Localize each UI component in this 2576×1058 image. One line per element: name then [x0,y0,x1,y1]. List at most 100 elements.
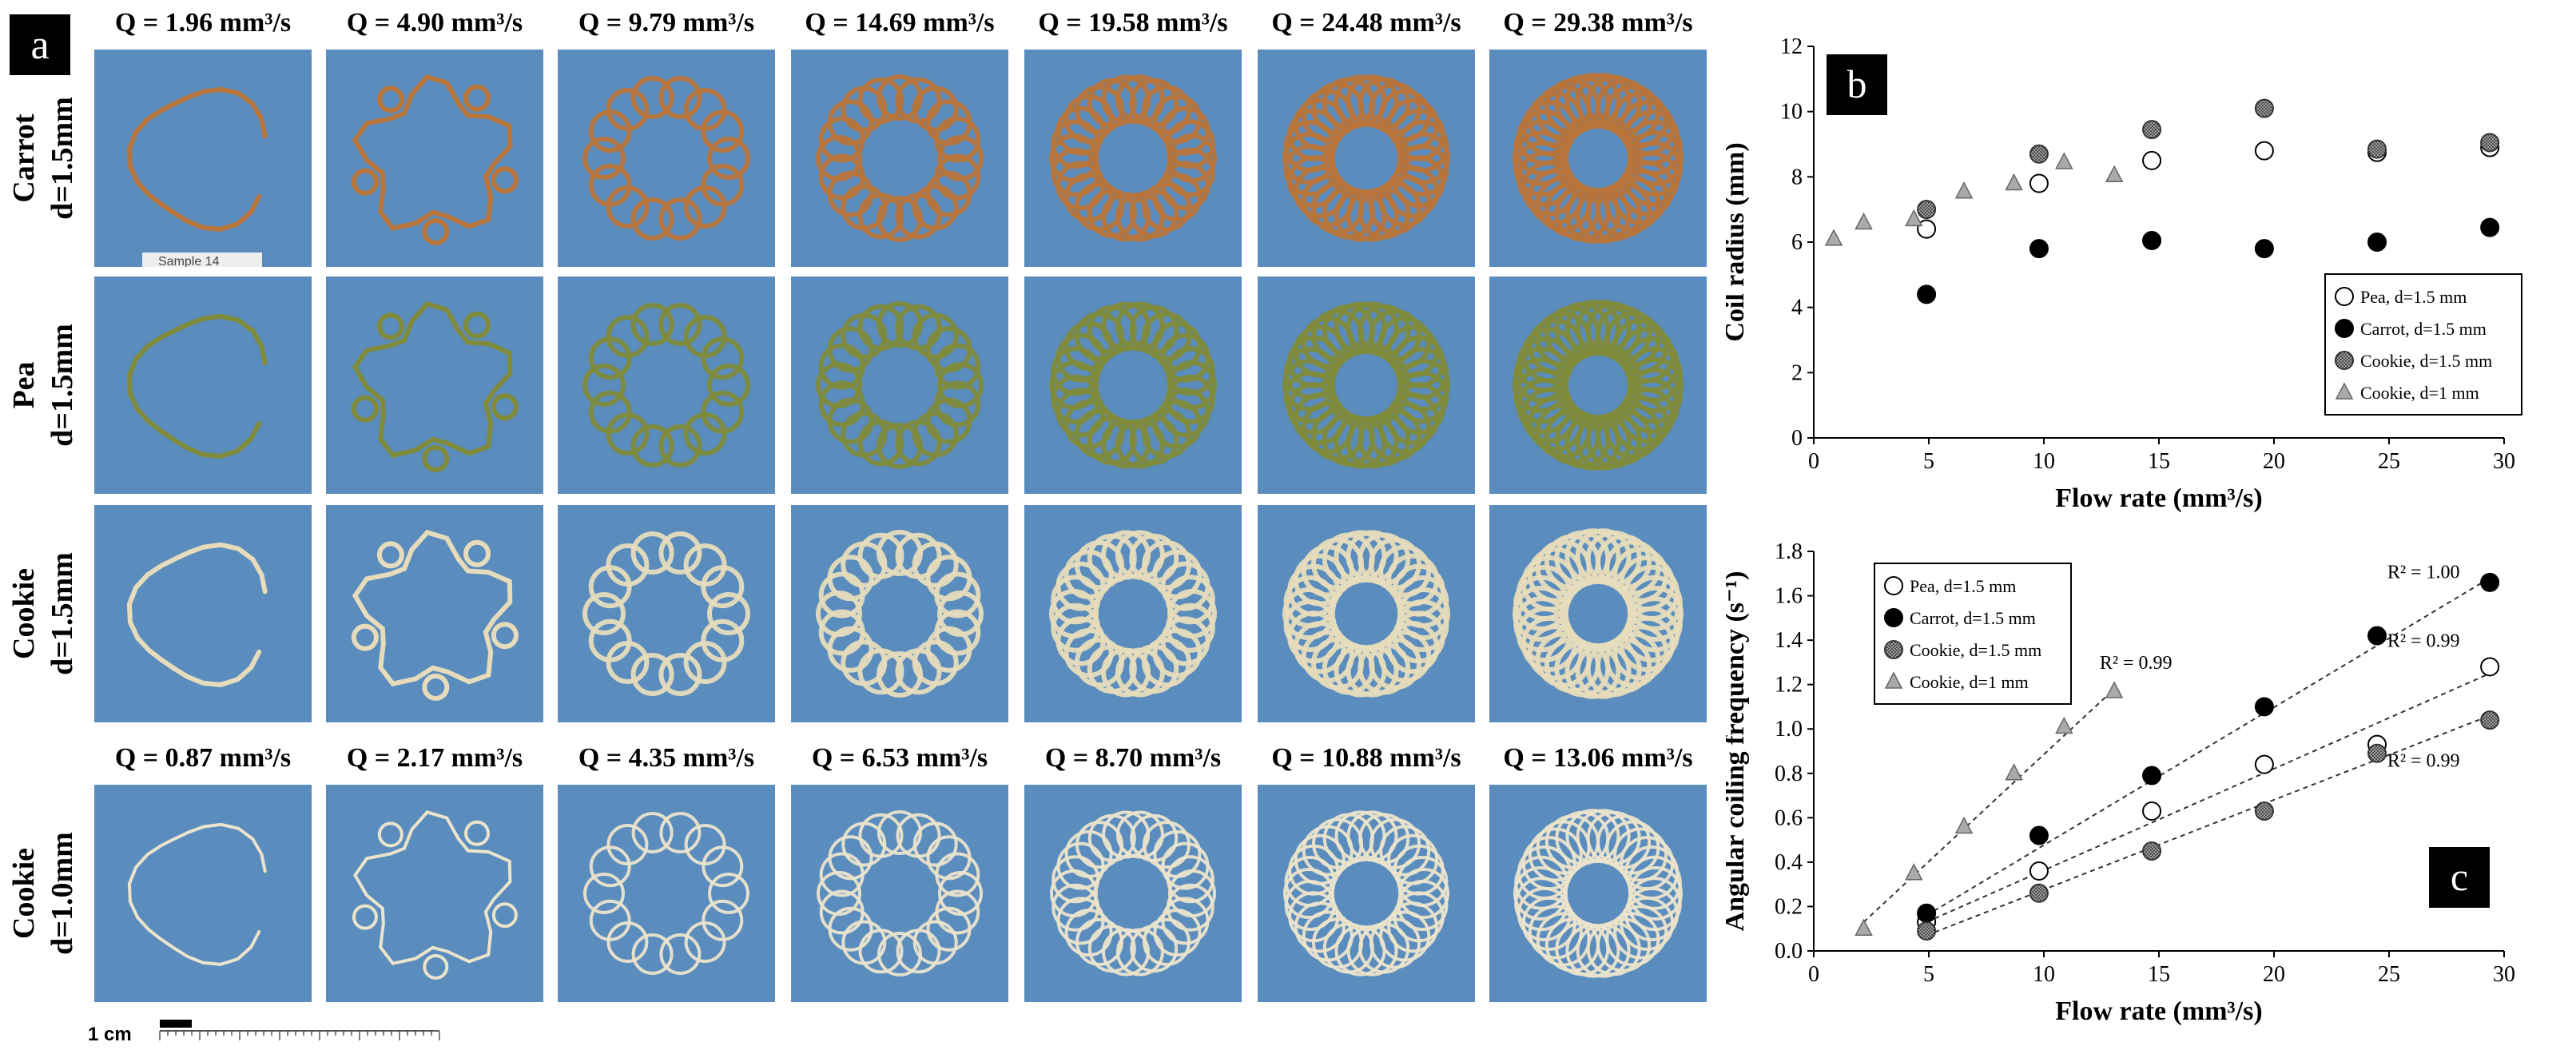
coil-pattern [1050,810,1216,976]
data-point [2029,173,2049,193]
coil-pattern [1049,530,1217,698]
data-point [2480,133,2500,153]
coil-photo [558,505,775,722]
coil-photo [326,785,543,1002]
coil-pattern [816,301,984,469]
y-tick-label: 1.2 [1775,673,1803,698]
row-label-diameter: d=1.0mm [46,832,79,955]
coil-pattern [351,74,519,245]
coil-photo [1489,276,1707,494]
data-point [2254,754,2274,774]
flow-label-top-7: Q = 29.38 mm³/s [1503,8,1693,38]
panel-label: b [1847,62,1867,106]
x-tick-label: 15 [2148,962,2170,987]
y-tick-label: 0.2 [1775,894,1803,919]
coil-photo [791,50,1008,267]
y-axis-label: Angular coiling frequency (s⁻¹) [1726,571,1750,932]
row-label-diameter: d=1.5mm [46,552,79,675]
coil-pattern [1513,809,1683,978]
legend-marker [2335,351,2354,370]
y-tick-label: 1.6 [1775,584,1803,609]
coil-pattern [1283,810,1449,976]
data-point [2254,98,2274,118]
legend-marker [2335,382,2354,400]
coil-photo [558,276,775,494]
data-point [2367,626,2387,646]
legend-entry: Pea, d=1.5 mm [1910,576,2016,596]
series-4 [1854,681,2124,936]
legend-marker [1884,608,1903,627]
coil-pattern: Sample 14 [126,86,268,267]
data-point [1917,200,1937,220]
data-point [2142,120,2162,140]
series-1 [1917,137,2500,239]
y-tick-label: 4 [1791,296,1803,320]
legend-entry: Cookie, d=1.5 mm [2360,351,2492,371]
coil-pattern [816,530,984,698]
coil-photo [1024,505,1242,722]
data-point [2142,841,2162,861]
data-point [2029,239,2049,259]
data-point [2254,239,2274,259]
x-tick-label: 5 [1923,962,1934,987]
data-point [2480,572,2500,592]
coil-photo: Sample 14 [94,50,312,267]
y-tick-label: 2 [1791,360,1803,385]
x-tick-label: 25 [2378,962,2400,987]
chart-b-svg: 0 5 10 15 20 25 30 0 2 4 6 8 10 12 Flow rate (mm³/s) Co… [1720,34,2522,513]
data-point [2367,743,2387,763]
row-label-1: Carrot d=1.5mm [5,54,85,262]
coil-photo [94,505,312,722]
coil-photo [1489,505,1707,722]
coil-photo [1024,785,1242,1002]
scale-bar-graphic: 1 cm [88,1020,440,1045]
coil-pattern [126,313,268,459]
r-squared-annotation: R² = 0.99 [2100,653,2173,674]
flow-label-top-6: Q = 24.48 mm³/s [1271,8,1461,38]
data-point [2029,825,2049,845]
coil-pattern [127,822,267,966]
data-point [2142,150,2162,170]
legend-entry: Pea, d=1.5 mm [2360,287,2467,307]
scale-bar: 1 cm [88,1020,455,1056]
row-label-material: Carrot [7,113,41,203]
data-point [1917,219,1937,239]
series-2 [1917,572,2500,923]
coil-pattern [1282,530,1450,698]
x-tick-label: 10 [2033,449,2055,474]
flow-label-top-2: Q = 4.90 mm³/s [346,8,523,38]
x-tick-label: 5 [1923,449,1934,474]
y-tick-label: 8 [1791,165,1803,189]
coil-photo [791,276,1008,494]
data-point [1954,181,1974,199]
flow-label-bottom-3: Q = 4.35 mm³/s [578,743,755,773]
panel-label: c [2451,854,2468,899]
y-tick-label: 0.6 [1775,805,1803,830]
y-tick-label: 6 [1791,230,1803,255]
flow-label-top-4: Q = 14.69 mm³/s [805,8,995,38]
legend: Pea, d=1.5 mm Carrot, d=1.5 mm Cookie, d=1… [2324,273,2522,416]
data-point [1905,863,1923,881]
flow-label-bottom-5: Q = 8.70 mm³/s [1044,743,1222,773]
flow-label-top-3: Q = 9.79 mm³/s [578,8,755,38]
x-axis-label: Flow rate (mm³/s) [2055,483,2262,513]
flow-label-bottom-7: Q = 13.06 mm³/s [1503,743,1693,773]
panel-c-chart: 0 5 10 15 20 25 30 0.0 0.2 0.4 0.6 0.8 1.0 1.2 1.4 1.6 1… [1720,527,2576,1058]
y-tick-label: 12 [1780,34,1803,59]
panel-b-chart: 0 5 10 15 20 25 30 0 2 4 6 8 10 12 Flow rate (mm³/s) Co… [1720,16,2576,531]
data-point [2367,139,2387,159]
data-point [2005,763,2023,781]
data-point [2142,766,2162,786]
data-point [2055,716,2073,734]
coil-pattern [1513,300,1684,471]
data-point [1917,284,1937,304]
x-tick-label: 20 [2263,962,2285,987]
y-tick-label: 0.0 [1775,939,1803,964]
fit-line [1926,714,2491,937]
data-point [1854,212,1873,230]
data-point [1917,903,1937,923]
series-2 [1917,217,2500,304]
legend-marker [1884,671,1903,689]
flow-label-bottom-4: Q = 6.53 mm³/s [811,743,988,773]
coil-photo [1489,785,1707,1002]
